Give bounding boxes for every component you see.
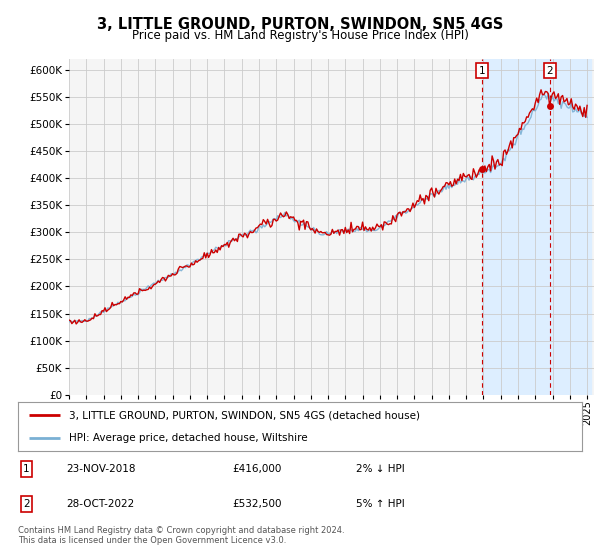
Text: 1: 1 (479, 66, 485, 76)
Text: 5% ↑ HPI: 5% ↑ HPI (356, 499, 405, 509)
Text: 28-OCT-2022: 28-OCT-2022 (66, 499, 134, 509)
Text: 1: 1 (23, 464, 30, 474)
Text: 2: 2 (547, 66, 553, 76)
Bar (482, 59, 590, 395)
Text: HPI: Average price, detached house, Wiltshire: HPI: Average price, detached house, Wilt… (69, 433, 307, 444)
Text: 3, LITTLE GROUND, PURTON, SWINDON, SN5 4GS: 3, LITTLE GROUND, PURTON, SWINDON, SN5 4… (97, 17, 503, 32)
Text: 2% ↓ HPI: 2% ↓ HPI (356, 464, 405, 474)
Text: Contains HM Land Registry data © Crown copyright and database right 2024.: Contains HM Land Registry data © Crown c… (18, 526, 344, 535)
Text: Price paid vs. HM Land Registry's House Price Index (HPI): Price paid vs. HM Land Registry's House … (131, 29, 469, 42)
Text: £532,500: £532,500 (232, 499, 282, 509)
Text: 2: 2 (23, 499, 30, 509)
Text: This data is licensed under the Open Government Licence v3.0.: This data is licensed under the Open Gov… (18, 536, 286, 545)
Text: 3, LITTLE GROUND, PURTON, SWINDON, SN5 4GS (detached house): 3, LITTLE GROUND, PURTON, SWINDON, SN5 4… (69, 410, 420, 421)
Text: 23-NOV-2018: 23-NOV-2018 (66, 464, 136, 474)
Text: £416,000: £416,000 (232, 464, 281, 474)
